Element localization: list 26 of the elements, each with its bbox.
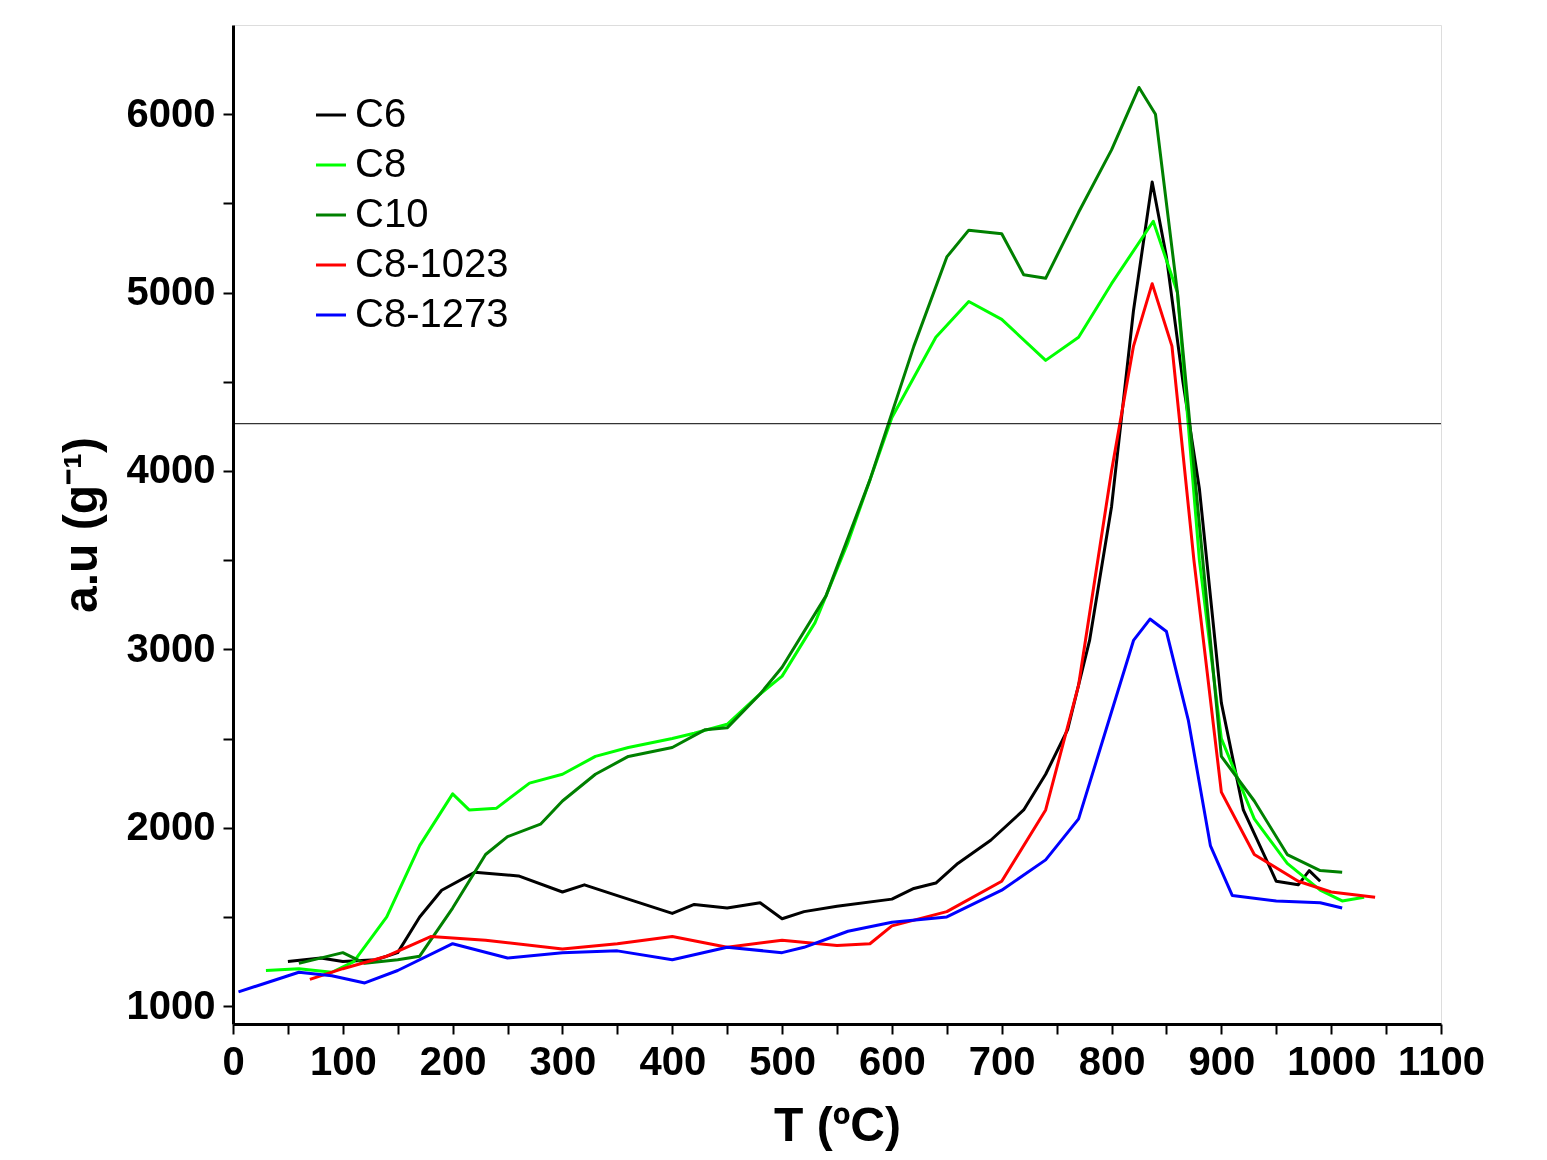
legend-label: C8-1023 [355,241,509,285]
x-tick-label: 300 [529,1038,597,1083]
y-axis-title: a.u (g⁻¹) [53,437,107,613]
x-tick-label: 800 [1078,1038,1146,1083]
x-tick-label: 200 [419,1038,487,1083]
x-tick-label: 400 [639,1038,707,1083]
legend-label: C10 [355,191,429,235]
x-tick-label: 700 [968,1038,1036,1083]
legend-label: C6 [355,91,407,135]
x-tick-label: 500 [749,1038,816,1083]
y-tick-label: 2000 [126,804,216,849]
y-tick-label: 5000 [126,269,216,314]
legend-label: C8-1273 [355,291,509,335]
y-tick-label: 6000 [126,90,216,135]
y-tick-label: 4000 [126,447,216,492]
x-tick-label: 100 [309,1038,377,1083]
y-tick-label: 3000 [126,625,216,670]
x-tick-label: 1000 [1287,1038,1377,1083]
x-tick-label: 0 [222,1038,245,1083]
x-tick-label: 900 [1188,1038,1256,1083]
x-axis-title: T (ºC) [774,1097,901,1151]
x-tick-label: 600 [859,1038,926,1083]
line-series [236,617,1344,994]
x-tick-label: 1100 [1398,1038,1485,1083]
legend-label: C8 [355,141,407,185]
y-tick-label: 1000 [126,982,216,1027]
